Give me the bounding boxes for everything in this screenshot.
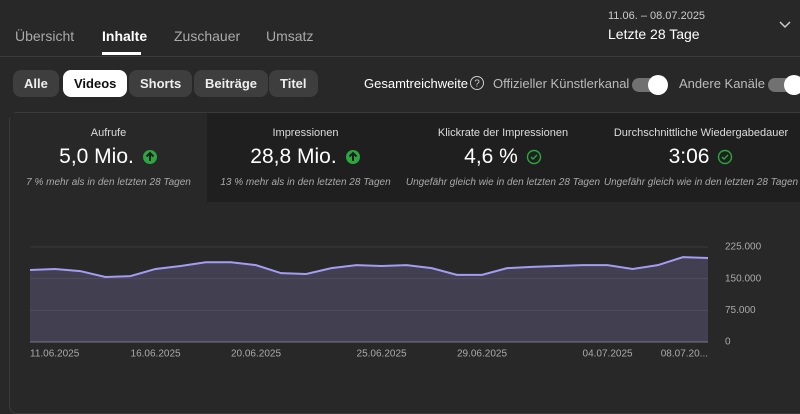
chip[interactable]: Videos (63, 70, 128, 97)
x-tick-label: 20.06.2025 (231, 349, 281, 360)
toggle[interactable] (768, 75, 800, 95)
y-tick-label: 150.000 (725, 273, 762, 284)
metric-tile[interactable]: Durchschnittliche Wiedergabedauer 3:06 U… (602, 113, 800, 202)
y-tick-label: 225.000 (725, 242, 762, 253)
toggle-knob (648, 75, 668, 95)
area-fill (30, 257, 708, 342)
check-icon (526, 149, 542, 165)
trend-up-icon (345, 150, 360, 164)
metric-note: Ungefähr gleich wie in den letzten 28 Ta… (405, 177, 601, 188)
metric-value: 4,6 % (464, 145, 518, 168)
toggle-knob (784, 75, 800, 95)
help-icon[interactable]: ? (469, 75, 485, 91)
chip[interactable]: Beiträge (194, 70, 269, 97)
metric-row: 3:06 (602, 145, 800, 169)
toggle[interactable] (632, 75, 668, 95)
metric-label: Durchschnittliche Wiedergabedauer (613, 127, 789, 139)
metric-tile[interactable]: Aufrufe 5,0 Mio. 7 % mehr als in den let… (10, 113, 208, 202)
metric-label: Impressionen (272, 127, 339, 139)
chart: 0 75.000 150.000 225.000 11.06.2025 16.06.202… (29, 242, 762, 360)
metric-label: Aufrufe (90, 127, 127, 139)
reach-label: Gesamtreichweite (364, 76, 469, 91)
svg-text:?: ? (474, 79, 480, 90)
metric-note: Ungefähr gleich wie in den letzten 28 Ta… (603, 177, 799, 188)
check-icon (718, 149, 733, 165)
metric-tile[interactable]: Impressionen 28,8 Mio. 13 % mehr als in … (207, 113, 405, 202)
metric-row: 28,8 Mio. (207, 145, 404, 169)
trend-up-icon (142, 150, 157, 164)
y-tick-label: 0 (725, 337, 731, 348)
area-line (29, 256, 709, 278)
y-tick-label: 75.000 (725, 305, 756, 316)
chip[interactable]: Shorts (129, 70, 193, 97)
metric-row: 5,0 Mio. (10, 145, 207, 169)
dropdown-icon[interactable] (778, 20, 792, 30)
divider (0, 56, 800, 57)
x-tick-label: 25.06.2025 (357, 349, 407, 360)
x-tick-label: 16.06.2025 (131, 349, 181, 360)
metric-value: 28,8 Mio. (250, 145, 337, 168)
metric-tile[interactable]: Klickrate der Impressionen 4,6 % Ungefäh… (404, 113, 603, 202)
metric-note: 13 % mehr als in den letzten 28 Tagen (220, 177, 391, 188)
tab[interactable]: Zuschauer (174, 28, 241, 44)
metric-value: 3:06 (668, 145, 710, 168)
chip[interactable]: Alle (13, 70, 59, 97)
x-tick-label: 11.06.2025 (30, 349, 80, 360)
metric-value: 5,0 Mio. (59, 145, 134, 168)
x-tick-label: 29.06.2025 (457, 349, 507, 360)
x-tick-label: 08.07.20... (661, 349, 708, 360)
metric-row: 4,6 % (404, 145, 602, 169)
x-tick-label: 04.07.2025 (583, 349, 633, 360)
tab[interactable]: Übersicht (15, 28, 75, 44)
tab[interactable]: Inhalte (102, 28, 148, 44)
period[interactable]: Letzte 28 Tage (608, 26, 700, 42)
page: Übersicht Inhalte Zuschauer Umsatz 11.06… (0, 10, 800, 414)
toggle-label: Andere Kanäle (679, 76, 766, 91)
date-range: 11.06. – 08.07.2025 (608, 10, 706, 22)
tab-indicator (102, 52, 141, 55)
toggle-label: Offizieller Künstlerkanal (493, 76, 630, 91)
chip[interactable]: Titel (269, 70, 318, 97)
tab[interactable]: Umsatz (266, 28, 314, 44)
metric-label: Klickrate der Impressionen (437, 127, 569, 139)
metric-note: 7 % mehr als in den letzten 28 Tagen (26, 177, 191, 188)
